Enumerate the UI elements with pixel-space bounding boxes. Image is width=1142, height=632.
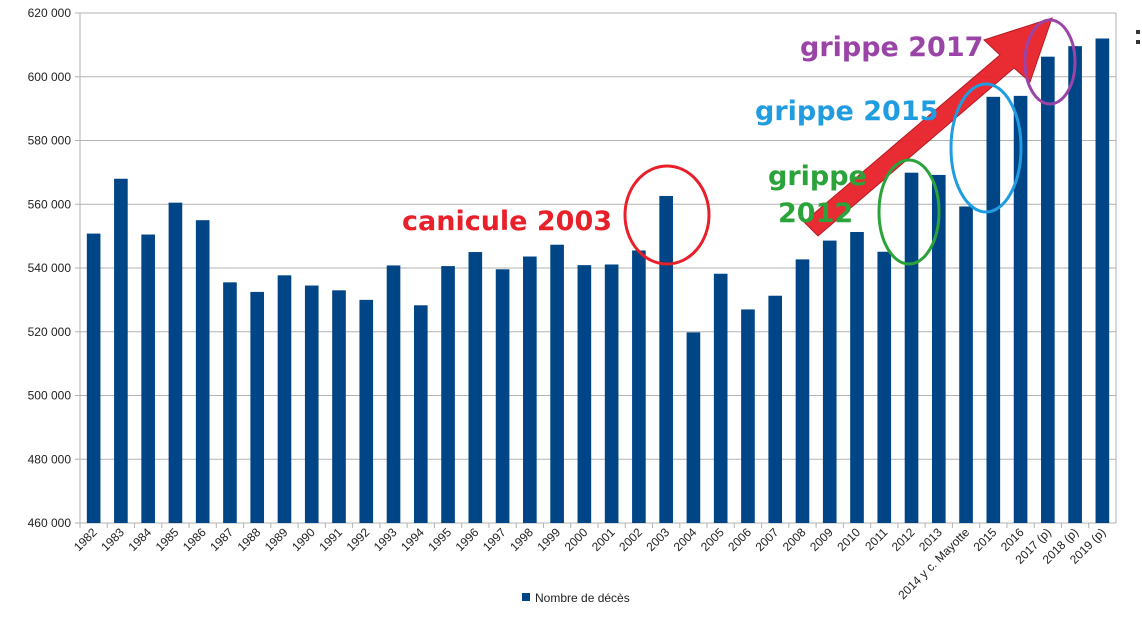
x-tick-label: 1993 — [371, 525, 400, 554]
x-tick-label: 1997 — [480, 525, 509, 554]
x-tick-label: 2010 — [834, 525, 863, 554]
edge-marker — [1136, 30, 1140, 44]
y-tick-label: 560 000 — [28, 197, 72, 211]
x-tick-label: 1982 — [71, 525, 100, 554]
y-tick-label: 500 000 — [28, 389, 72, 403]
x-tick-label: 1984 — [125, 525, 154, 554]
bar-1990 — [304, 285, 319, 523]
bar-2005 — [713, 273, 728, 523]
x-tick-label: 1999 — [534, 525, 563, 554]
x-tick-label: 1998 — [507, 525, 536, 554]
bar-2010 — [850, 231, 864, 523]
x-tick-label: 1988 — [235, 525, 264, 554]
bar-2009 — [822, 240, 837, 523]
annotation-grippe-2017: grippe 2017 — [800, 32, 983, 63]
x-tick-label: 2001 — [589, 525, 618, 554]
bar-2000 — [577, 265, 592, 523]
x-tick-label: 1985 — [153, 525, 182, 554]
circle-2017 — [1023, 18, 1077, 106]
x-tick-label: 2015 — [971, 525, 1000, 554]
x-tick-label: 2012 — [889, 525, 918, 554]
legend-label: Nombre de décès — [535, 591, 630, 605]
bar-1995 — [441, 266, 455, 523]
bar-2002 — [632, 250, 646, 523]
circle-2012 — [877, 158, 941, 266]
bars — [86, 38, 1110, 524]
y-tick-label: 520 000 — [28, 325, 72, 339]
y-axis-ticks: 460 000 480 000 500 000 520 000 540 000 560 0… — [28, 6, 72, 530]
bar-2008 — [795, 259, 810, 523]
annotation-canicule-2003: canicule 2003 — [402, 206, 612, 237]
x-tick-label: 2009 — [807, 525, 836, 554]
bar-2006 — [741, 309, 755, 523]
x-tick-label: 2000 — [562, 525, 591, 554]
bar-2011 — [877, 251, 892, 523]
bar-2007 — [768, 295, 783, 523]
bar-1992 — [359, 299, 374, 523]
bar-1997 — [495, 269, 510, 523]
x-tick-label: 2008 — [780, 525, 809, 554]
annotation-grippe-2012-line2: 2012 — [778, 198, 853, 229]
bar-1991 — [332, 290, 346, 523]
y-tick-label: 460 000 — [28, 516, 72, 530]
x-tick-label: 1995 — [425, 525, 454, 554]
bar-2016 — [1013, 95, 1028, 523]
annotation-grippe-2015: grippe 2015 — [755, 96, 938, 127]
x-tick-label: 1996 — [453, 525, 482, 554]
bar-2014-y-c-Mayotte — [959, 206, 973, 523]
bar-1983 — [114, 178, 128, 523]
bar-1993 — [386, 265, 401, 523]
bar-1994 — [413, 305, 428, 523]
x-tick-label: 1991 — [316, 525, 345, 554]
bar-2012 — [904, 172, 919, 523]
bar-1984 — [141, 234, 155, 523]
bar-2003 — [659, 195, 673, 523]
y-tick-label: 480 000 — [28, 452, 72, 466]
trend-arrow — [803, 17, 1053, 237]
bar-2017-p — [1041, 56, 1055, 523]
x-tick-label: 2011 — [862, 525, 890, 553]
bar-1982 — [86, 233, 101, 523]
x-tick-label: 1990 — [289, 525, 318, 554]
bar-1989 — [277, 275, 292, 523]
x-tick-label: 2004 — [671, 525, 700, 554]
x-tick-label: 2005 — [698, 525, 727, 554]
x-tick-label: 1987 — [207, 525, 236, 554]
x-tick-label: 1986 — [180, 525, 209, 554]
circle-2015 — [949, 82, 1023, 214]
bar-1986 — [195, 220, 210, 523]
bar-2015 — [986, 96, 1001, 524]
bar-1999 — [550, 244, 564, 523]
circle-2003 — [623, 164, 711, 266]
bar-2013 — [931, 174, 946, 524]
legend-swatch — [522, 593, 530, 601]
bar-2004 — [686, 332, 701, 523]
x-tick-label: 1992 — [344, 525, 373, 554]
bar-2019-p — [1095, 38, 1110, 523]
x-tick-label: 2002 — [616, 525, 645, 554]
bar-1998 — [523, 256, 537, 523]
bar-1985 — [168, 202, 183, 523]
bar-2001 — [604, 264, 619, 523]
x-tick-label: 1994 — [398, 525, 427, 554]
bar-1988 — [250, 291, 265, 523]
bar-2018-p — [1068, 46, 1082, 524]
bar-1996 — [468, 252, 483, 523]
x-tick-label: 2007 — [753, 525, 782, 554]
x-tick-label: 1983 — [98, 525, 127, 554]
y-tick-label: 540 000 — [28, 261, 72, 275]
x-tick-label: 1989 — [262, 525, 291, 554]
y-tick-label: 600 000 — [28, 70, 72, 84]
legend: Nombre de décès — [522, 591, 630, 605]
y-tick-label: 580 000 — [28, 134, 72, 148]
y-tick-label: 620 000 — [28, 6, 72, 20]
x-tick-label: 2006 — [725, 525, 754, 554]
x-tick-label: 2003 — [643, 525, 672, 554]
bar-1987 — [223, 282, 237, 523]
annotation-grippe-2012-line1: grippe — [768, 161, 867, 192]
